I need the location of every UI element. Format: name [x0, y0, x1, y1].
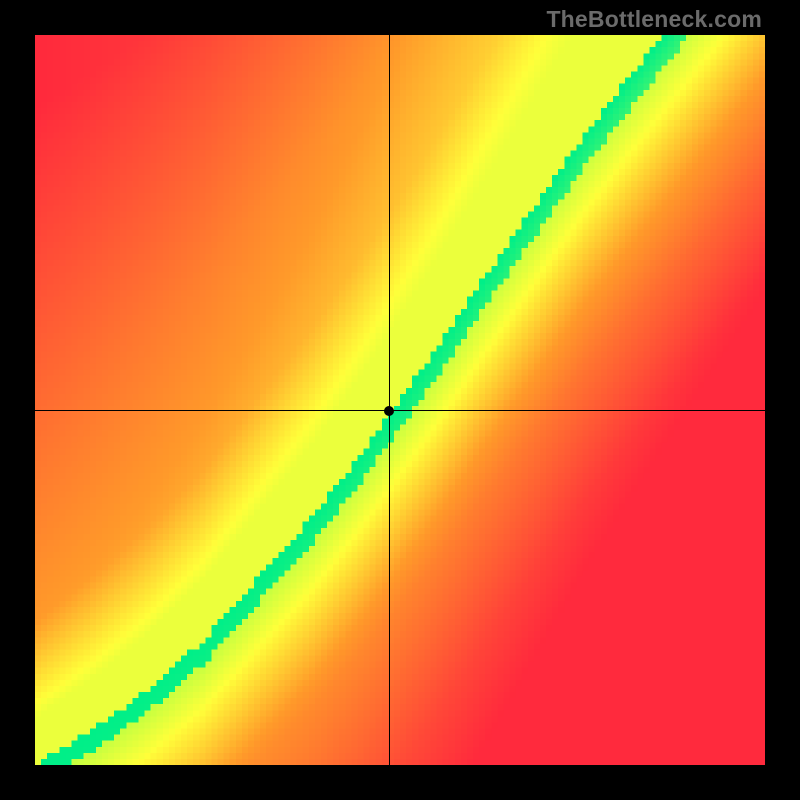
chart-root: TheBottleneck.com [0, 0, 800, 800]
crosshair-vertical [389, 35, 390, 765]
heatmap-plot-area [35, 35, 765, 765]
crosshair-horizontal [35, 410, 765, 411]
heatmap-canvas [35, 35, 765, 765]
crosshair-marker-dot [384, 406, 394, 416]
watermark-text: TheBottleneck.com [546, 6, 762, 33]
